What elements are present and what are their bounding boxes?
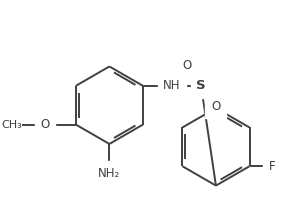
Text: F: F	[269, 160, 275, 173]
Text: O: O	[182, 59, 191, 72]
Text: S: S	[196, 79, 206, 92]
Text: NH: NH	[163, 79, 181, 92]
Text: CH₃: CH₃	[1, 120, 22, 130]
Text: NH₂: NH₂	[98, 167, 121, 180]
Text: O: O	[40, 118, 50, 131]
Text: O: O	[211, 100, 220, 113]
